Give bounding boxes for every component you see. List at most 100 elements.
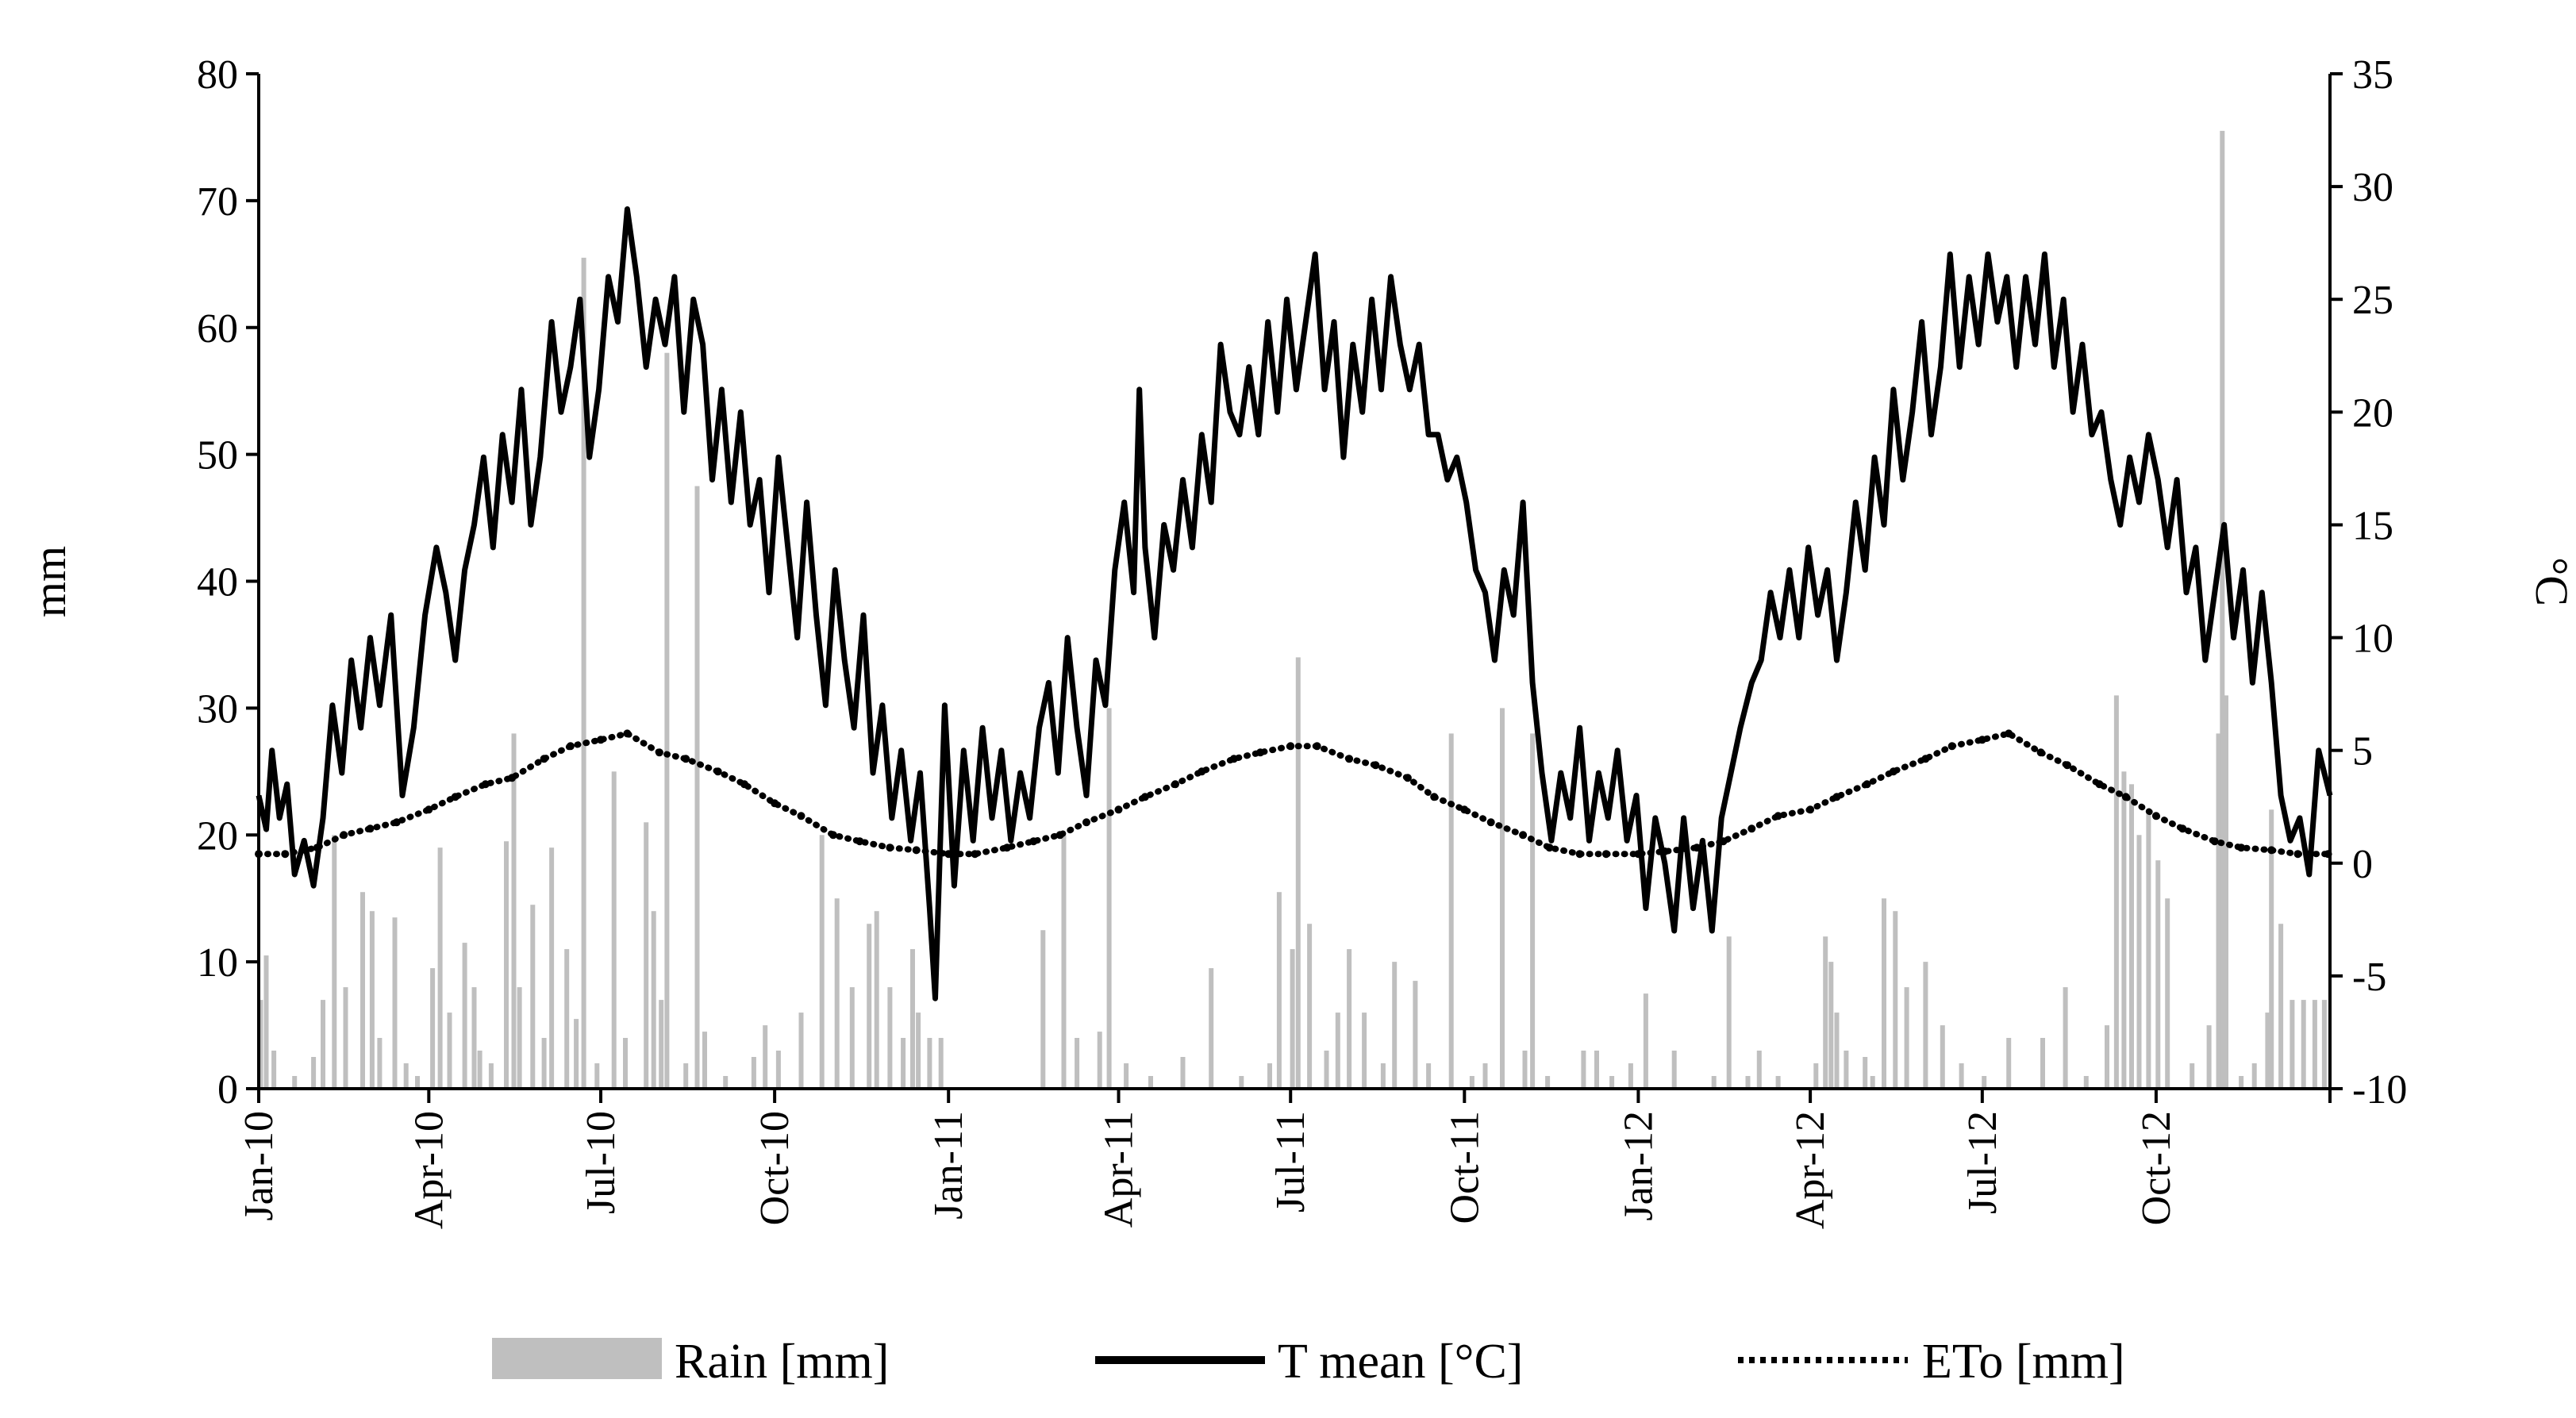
- legend: Rain [mm] T mean [°C] ETo [mm]: [492, 1335, 2125, 1389]
- rain-bar: [819, 835, 825, 1089]
- rain-bar: [343, 987, 348, 1089]
- rain-bar: [1124, 1063, 1129, 1089]
- eto-point: [2121, 793, 2130, 801]
- right-axis-title: °C: [2526, 557, 2576, 606]
- eto-point: [1082, 818, 1090, 827]
- eto-point: [2151, 812, 2160, 820]
- rain-bar: [1775, 1076, 1781, 1089]
- rain-bar: [360, 892, 365, 1089]
- eto-point: [481, 780, 490, 789]
- rain-bar: [1061, 835, 1067, 1089]
- eto-point: [1256, 748, 1265, 757]
- rain-bar: [2121, 771, 2127, 1089]
- rain-bar: [471, 987, 477, 1089]
- rain-bar: [511, 733, 517, 1089]
- rain-bar: [1392, 962, 1398, 1089]
- rain-bar: [447, 1013, 452, 1089]
- eto-point: [682, 755, 690, 763]
- rain-bar: [1923, 962, 1928, 1089]
- rain-bar: [2165, 898, 2170, 1089]
- eto-point: [1403, 774, 1412, 782]
- rain-bar: [2113, 695, 2119, 1089]
- rain-bar: [1106, 708, 1112, 1089]
- rain-bar: [1380, 1063, 1386, 1089]
- rain-bar: [2206, 1025, 2212, 1089]
- rain-bar: [1628, 1063, 1633, 1089]
- rain-bar: [332, 835, 337, 1089]
- x-tick-label: Jul-11: [1268, 1111, 1313, 1212]
- rain-bar: [2083, 1076, 2089, 1089]
- rain-bar: [1239, 1076, 1244, 1089]
- rain-bar: [1828, 962, 1834, 1089]
- eto-point: [1460, 805, 1469, 814]
- eto-point: [451, 793, 459, 801]
- rain-bar: [644, 822, 649, 1089]
- rain-bar: [664, 352, 670, 1089]
- rain-bar: [2312, 1000, 2317, 1089]
- eto-point: [1198, 767, 1206, 776]
- rain-bar: [437, 847, 443, 1089]
- right-tick-label: 5: [2352, 729, 2373, 774]
- left-axis-ticks: 0 10 20 30 40 50 60 70 80: [197, 52, 259, 1112]
- eto-point: [623, 729, 632, 738]
- rain-bar: [2155, 860, 2161, 1089]
- rain-bar: [1335, 1013, 1340, 1089]
- rain-bar: [263, 955, 269, 1089]
- rain-bar: [1295, 657, 1301, 1089]
- rain-bar: [517, 987, 522, 1089]
- rain-bar: [702, 1032, 707, 1089]
- eto-point: [1171, 780, 1179, 789]
- rain-bar: [1324, 1051, 1329, 1089]
- left-tick-label: 50: [197, 433, 238, 478]
- rain-bar: [430, 968, 436, 1089]
- right-axis-ticks: -10 -5 0 5 10 15 20 25 30 35: [2330, 52, 2407, 1112]
- eto-point: [366, 824, 375, 833]
- x-tick-label: Jul-10: [579, 1111, 624, 1214]
- rain-bar: [1209, 968, 1214, 1089]
- rain-bar: [938, 1038, 944, 1089]
- eto-point: [2036, 748, 2045, 757]
- rain-bar: [1180, 1057, 1186, 1089]
- legend-tmean-label: T mean [°C]: [1278, 1335, 1523, 1389]
- rain-bars: [258, 130, 2327, 1089]
- rain-bar: [488, 1063, 494, 1089]
- eto-point: [1486, 818, 1495, 827]
- right-tick-label: 25: [2352, 278, 2393, 323]
- eto-point: [2237, 843, 2246, 852]
- rain-bar: [1882, 898, 1886, 1089]
- x-tick-label: Jul-12: [1960, 1111, 2005, 1214]
- rain-bar: [415, 1076, 420, 1089]
- eto-point: [797, 812, 805, 820]
- rain-bar: [392, 917, 398, 1089]
- rain-bar: [2265, 1013, 2270, 1089]
- rain-bar: [623, 1038, 628, 1089]
- rain-bar: [258, 1000, 263, 1089]
- rain-bar: [1347, 949, 1352, 1089]
- rain-bar: [1075, 1038, 1080, 1089]
- rain-bar: [504, 841, 509, 1089]
- rain-bar: [2040, 1038, 2045, 1089]
- rain-bar: [659, 1000, 664, 1089]
- left-tick-label: 20: [197, 813, 238, 859]
- eto-dotted-series: [255, 729, 2332, 859]
- eto-point: [1114, 805, 1123, 814]
- x-tick-label: Jan-12: [1616, 1111, 1661, 1221]
- left-tick-label: 70: [197, 179, 238, 225]
- x-tick-label: Jan-11: [926, 1111, 971, 1220]
- rain-bar: [574, 1019, 579, 1089]
- eto-point: [1140, 793, 1149, 801]
- rain-bar: [1844, 1051, 1849, 1089]
- eto-point: [655, 748, 663, 757]
- rain-bar: [775, 1051, 781, 1089]
- legend-rain-label: Rain [mm]: [675, 1335, 889, 1389]
- right-tick-label: 30: [2352, 165, 2393, 210]
- rain-bar: [541, 1038, 547, 1089]
- x-tick-label: Apr-10: [406, 1111, 452, 1229]
- rain-bar: [1711, 1076, 1717, 1089]
- rain-bar: [1893, 911, 1898, 1089]
- x-tick-label: Oct-12: [2134, 1111, 2179, 1225]
- right-tick-label: 0: [2352, 842, 2373, 887]
- rain-bar: [916, 1013, 921, 1089]
- x-axis-ticks: Jan-10 Apr-10 Jul-10 Oct-10 Jan-11 Apr-11 Jul-…: [236, 1089, 2332, 1229]
- rain-bar: [2251, 1063, 2257, 1089]
